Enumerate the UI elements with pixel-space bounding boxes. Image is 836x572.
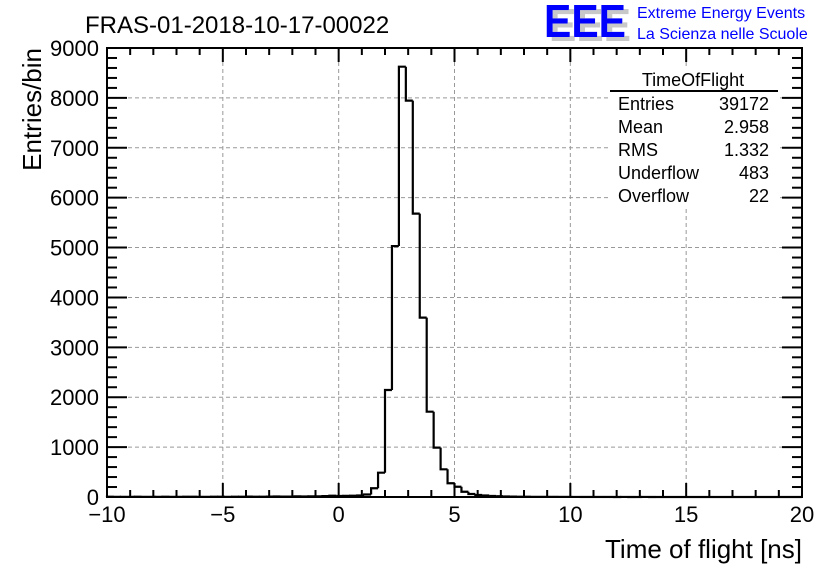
logo-line2: La Scienza nelle Scuole xyxy=(637,26,808,43)
logo-letters: EEE xyxy=(544,0,626,47)
histogram-bin xyxy=(467,491,476,496)
x-tick-label: 0 xyxy=(333,502,345,527)
histogram-bin xyxy=(474,493,483,497)
y-tick-label: 2000 xyxy=(50,385,99,410)
histogram-bin xyxy=(370,487,379,495)
histogram-bin xyxy=(390,244,399,390)
stats-box: TimeOfFlight Entries 39172 Mean 2.958 RMS 1.3… xyxy=(608,66,780,208)
x-axis-title: Time of flight [ns] xyxy=(605,534,802,564)
stats-label: Underflow xyxy=(618,163,700,183)
stats-value: 483 xyxy=(739,163,769,183)
y-tick-label: 5000 xyxy=(50,236,99,261)
x-tick-label: −5 xyxy=(210,502,235,527)
histogram-bin xyxy=(460,486,469,493)
histogram-bin xyxy=(439,447,448,471)
stats-label: Mean xyxy=(618,117,663,137)
y-tick-label: 3000 xyxy=(50,335,99,360)
stats-value: 22 xyxy=(749,186,769,206)
stats-background xyxy=(608,66,780,208)
x-tick-label: 15 xyxy=(674,502,698,527)
grid xyxy=(107,48,802,497)
histogram-bin xyxy=(425,317,434,413)
stats-label: Entries xyxy=(618,94,674,114)
chart-title: FRAS-01-2018-10-17-00022 xyxy=(85,12,389,39)
histogram-bin xyxy=(411,100,420,215)
stats-value: 1.332 xyxy=(724,140,769,160)
y-tick-label: 9000 xyxy=(50,36,99,61)
stats-label: Overflow xyxy=(618,186,690,206)
y-axis-title: Entries/bin xyxy=(17,48,47,171)
logo-line1: Extreme Energy Events xyxy=(637,5,805,22)
eee-logo: EEE Extreme Energy Events La Scienza nel… xyxy=(544,0,808,47)
x-tick-label: 20 xyxy=(790,502,814,527)
x-tick-label: 10 xyxy=(558,502,582,527)
x-tick-label: −10 xyxy=(88,502,125,527)
stats-value: 2.958 xyxy=(724,117,769,137)
histogram-bin xyxy=(418,213,427,319)
stats-title: TimeOfFlight xyxy=(642,70,744,90)
histogram-bin xyxy=(446,469,455,485)
y-tick-label: 1000 xyxy=(50,435,99,460)
y-tick-label: 8000 xyxy=(50,86,99,111)
y-tick-labels: 0 1000 2000 3000 4000 5000 6000 7000 8000 9000 xyxy=(50,36,99,510)
x-tick-labels: −10 −5 0 5 10 15 20 xyxy=(88,502,814,527)
y-tick-label: 0 xyxy=(87,485,99,510)
axis-ticks xyxy=(106,47,803,498)
y-tick-label: 7000 xyxy=(50,136,99,161)
histogram-bin xyxy=(397,65,406,247)
y-tick-label: 4000 xyxy=(50,285,99,310)
stats-value: 39172 xyxy=(719,94,769,114)
y-tick-label: 6000 xyxy=(50,186,99,211)
histogram-bin xyxy=(404,66,413,102)
histogram-bin xyxy=(383,388,392,473)
histogram-bin xyxy=(363,493,372,496)
histogram-bin xyxy=(376,471,385,489)
stats-label: RMS xyxy=(618,140,658,160)
x-tick-label: 5 xyxy=(448,502,460,527)
histogram-bin xyxy=(432,411,441,449)
